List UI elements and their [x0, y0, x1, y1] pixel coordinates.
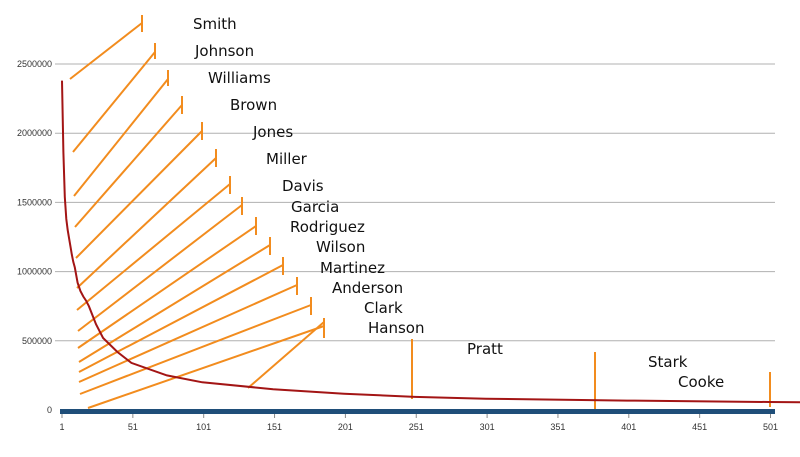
- surname-label: Hanson: [368, 319, 424, 337]
- surname-label: Anderson: [332, 279, 403, 297]
- x-tick-label: 501: [763, 422, 778, 432]
- callout-line: [75, 130, 203, 259]
- callout-line: [247, 321, 325, 389]
- surname-label: Cooke: [678, 373, 724, 391]
- callout-line: [73, 78, 169, 197]
- surname-label: Wilson: [316, 238, 365, 256]
- callout-line: [74, 104, 183, 228]
- callout-line: [76, 183, 231, 311]
- gridlines: [55, 63, 775, 342]
- x-tick-label: 351: [550, 422, 565, 432]
- surname-label: Pratt: [467, 340, 503, 358]
- callout-lines: [69, 15, 771, 410]
- surname-labels: Smith Johnson Williams Brown Jones Miller Davi…: [193, 15, 724, 391]
- callout-line: [76, 157, 217, 289]
- x-tick-label: 51: [128, 422, 138, 432]
- surname-label: Garcia: [291, 198, 339, 216]
- callout-line: [77, 204, 243, 332]
- surname-label: Miller: [266, 150, 308, 168]
- data-series: [61, 80, 800, 404]
- callout-line: [69, 22, 143, 80]
- callout-line: [77, 225, 257, 349]
- x-tick-label: 201: [338, 422, 353, 432]
- frequency-curve: [61, 80, 800, 404]
- surname-label: Johnson: [194, 42, 254, 60]
- callout-line: [87, 325, 325, 409]
- surname-label: Smith: [193, 15, 237, 33]
- surname-label: Martinez: [320, 259, 385, 277]
- y-tick-label: 2000000: [17, 128, 52, 138]
- x-tick-label: 451: [692, 422, 707, 432]
- y-tick-label: 2500000: [17, 59, 52, 69]
- y-tick-label: 500000: [22, 336, 52, 346]
- x-axis-baseline-bar: [60, 409, 775, 414]
- surname-label: Rodriguez: [290, 218, 365, 236]
- surname-label: Stark: [648, 353, 688, 371]
- surname-label: Jones: [252, 123, 293, 141]
- x-tick-label: 401: [621, 422, 636, 432]
- x-axis-ticks: 1511011512012513013514014515015516016517…: [59, 413, 778, 432]
- x-tick-label: 251: [409, 422, 424, 432]
- surname-label: Brown: [230, 96, 277, 114]
- callout-line: [72, 51, 156, 153]
- y-axis-ticks: 0 500000 1000000 1500000 2000000 2500000: [17, 59, 52, 415]
- surname-label: Clark: [364, 299, 403, 317]
- y-tick-label: 1000000: [17, 267, 52, 277]
- x-axis-baseline: [60, 409, 775, 414]
- callout-line: [79, 304, 312, 395]
- x-tick-label: 151: [267, 422, 282, 432]
- callout-line: [78, 264, 284, 373]
- y-tick-label: 0: [47, 405, 52, 415]
- callout-line: [78, 284, 298, 383]
- x-tick-label: 301: [480, 422, 495, 432]
- y-tick-label: 1500000: [17, 197, 52, 207]
- x-tick-label: 101: [196, 422, 211, 432]
- callout-line: [78, 244, 271, 363]
- surname-label: Williams: [208, 69, 271, 87]
- x-tick-label: 1: [59, 422, 64, 432]
- surname-label: Davis: [282, 177, 324, 195]
